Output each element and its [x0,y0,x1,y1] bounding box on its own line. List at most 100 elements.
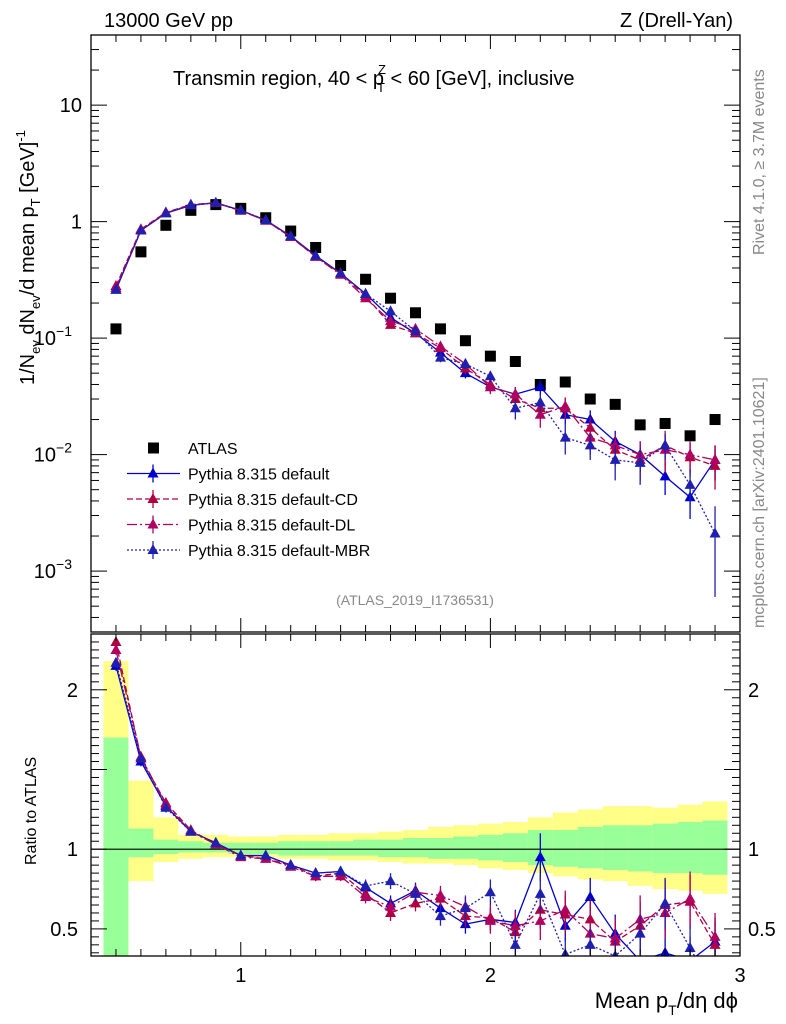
green-band-bin [427,838,453,859]
x-tick-label: 3 [734,965,745,987]
green-band-bin [353,839,379,856]
mbr-point [385,305,397,316]
ratio-y-tick-label: 0.5 [50,919,78,941]
ratio-y-tick-label-right: 1 [748,839,759,861]
mbr-ratio-point [509,938,521,949]
dl-ratio-point [484,914,496,925]
mbr-ratio-point [584,938,596,949]
green-band-bin [502,833,528,862]
legend-label-cd: Pythia 8.315 default-CD [188,492,358,509]
mbr-ratio-point [534,887,546,898]
dl-point [509,388,521,399]
ratio-y-tick-label: 1 [67,839,78,861]
mbr-point [210,196,222,207]
mbr-ratio-point [310,867,322,878]
default-ratio-point [584,891,596,902]
plot-title: Transmin region, 40 < pZ T < 60 [GeV], in… [173,62,575,95]
legend-label-mbr: Pythia 8.315 default-MBR [188,543,370,560]
dl-ratio-point [360,891,372,902]
y-tick-label: 1 [71,212,82,234]
legend: ATLAS Pythia 8.315 default Pythia 8.315 de… [127,441,370,560]
mbr-point [434,351,446,362]
atlas-data-point [509,355,521,367]
rivet-version-label: Rivet 4.1.0, ≥ 3.7M events [751,69,768,255]
mbr-point [534,396,546,407]
atlas-data-point [160,219,172,231]
mbr-ratio-point [684,942,696,953]
mbr-point [410,325,421,336]
green-band-bin [403,838,428,858]
mbr-ratio-point [110,656,122,667]
dl-ratio-point [534,914,546,925]
green-band-bin [328,841,354,856]
green-band-bin [178,841,204,853]
atlas-data-point [360,273,372,285]
mbr-point [559,431,571,442]
green-band-bin [677,822,703,874]
x-tick-label: 1 [235,965,246,987]
default-point [659,470,671,481]
green-band-bin [552,830,578,867]
green-band-bin [702,820,728,875]
dl-ratio-point [434,889,446,900]
dl-point [684,448,696,459]
atlas-data-point [559,376,571,388]
green-band-bin [278,841,304,856]
dl-point [484,381,496,392]
dl-ratio-point [684,892,696,903]
green-band-bin [627,825,653,872]
legend-label-dl: Pythia 8.315 default-DL [188,518,355,535]
legend-label-data: ATLAS [188,441,238,458]
legend-marker-cd [147,493,159,503]
mbr-point [185,198,197,209]
dl-point [609,439,621,450]
mbr-ratio-point [160,801,172,812]
mbr-ratio-point [434,910,446,921]
mbr-ratio-point [659,897,671,908]
mbr-point [235,204,247,215]
mbr-ratio-point [634,927,646,938]
mbr-point [684,478,696,489]
mbr-line [115,202,716,534]
atlas-data-point [709,414,721,426]
mbr-point [335,267,347,278]
mbr-point [110,283,122,294]
mbr-ratio-point [459,902,471,913]
mbr-point [609,453,621,464]
dl-ratio-point [110,643,122,654]
atlas-data-point [335,260,347,272]
header-process: Z (Drell-Yan) [620,10,733,32]
green-band-bin [303,841,329,856]
dl-point [709,453,721,464]
atlas-data-point [609,398,621,410]
mbr-point [484,370,496,381]
mbr-point [260,214,272,225]
dl-ratio-point [385,900,397,911]
default-point [534,381,546,392]
ratio-plot-series [110,635,721,956]
ratio-y-tick-label-right: 2 [748,680,759,702]
mbr-ratio-point [285,859,297,870]
xlabel: Mean pT/dη dϕ [595,988,738,1018]
mbr-ratio-point [260,849,272,860]
atlas-data-point [385,292,397,304]
mbr-point [584,439,596,450]
mbr-point [360,287,372,298]
ratio-y-tick-label: 2 [67,680,78,702]
y-tick-label: 10 [60,95,82,117]
default-ratio-point [534,851,546,862]
y-tick-label: 10−1 [34,323,72,350]
mbr-ratio-point [210,836,222,847]
mbr-point [135,224,147,235]
atlas-data-point [684,430,696,442]
mbr-point [285,230,297,241]
green-band-bin [577,826,603,869]
y-tick-label: 10−2 [34,440,72,467]
atlas-data-point [310,241,322,253]
top-ylabel: 1/Nev dNev/d mean pT [GeV]-1 [13,130,43,385]
mbr-ratio-point [484,886,496,897]
mbr-ratio-point [335,865,347,876]
header-energy: 13000 GeV pp [104,10,233,32]
green-band-bin [128,828,154,858]
